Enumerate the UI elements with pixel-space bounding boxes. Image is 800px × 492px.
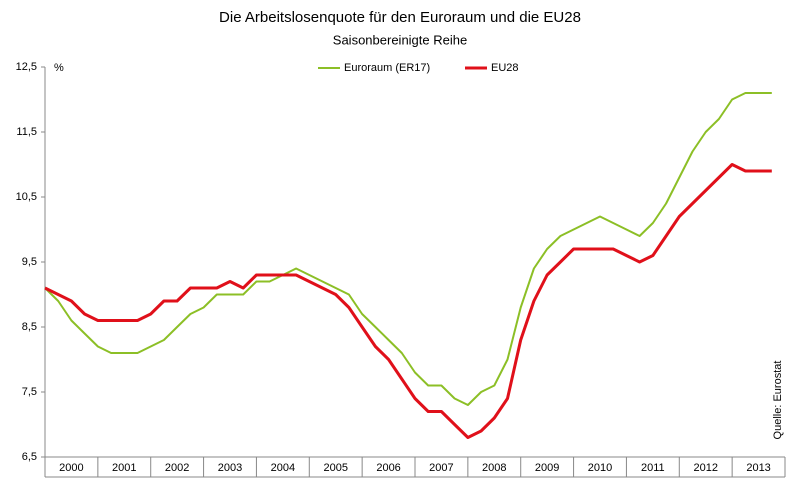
series-line	[44, 92, 772, 406]
chart-subtitle: Saisonbereinigte Reihe	[333, 32, 467, 47]
series-line	[44, 163, 772, 439]
x-tick-label: 2000	[59, 462, 83, 474]
y-tick-label: 11,5	[16, 126, 37, 138]
y-tick-label: 9,5	[22, 256, 37, 268]
source: Quelle: Eurostat	[772, 361, 784, 440]
y-tick-label: 8,5	[22, 321, 37, 333]
legend-label: Euroraum (ER17)	[344, 62, 430, 74]
y-tick-label: 10,5	[16, 191, 37, 203]
x-tick-label: 2005	[323, 462, 347, 474]
x-tick-label: 2001	[112, 462, 136, 474]
chart-title: Die Arbeitslosenquote für den Euroraum u…	[219, 9, 581, 26]
x-tick-label: 2013	[746, 462, 770, 474]
y-unit: %	[54, 62, 64, 74]
x-tick-label: 2008	[482, 462, 506, 474]
x-tick-label: 2012	[693, 462, 717, 474]
y-tick-label: 12,5	[16, 61, 37, 73]
y-tick-label: 6,5	[22, 451, 37, 463]
x-tick-label: 2007	[429, 462, 453, 474]
y-tick-label: 7,5	[22, 386, 37, 398]
x-tick-label: 2011	[641, 462, 665, 474]
x-tick-label: 2003	[218, 462, 242, 474]
x-tick-label: 2009	[535, 462, 559, 474]
x-tick-label: 2006	[376, 462, 400, 474]
x-tick-label: 2010	[588, 462, 612, 474]
x-tick-label: 2004	[271, 462, 295, 474]
x-tick-label: 2002	[165, 462, 189, 474]
legend-label: EU28	[491, 62, 519, 74]
